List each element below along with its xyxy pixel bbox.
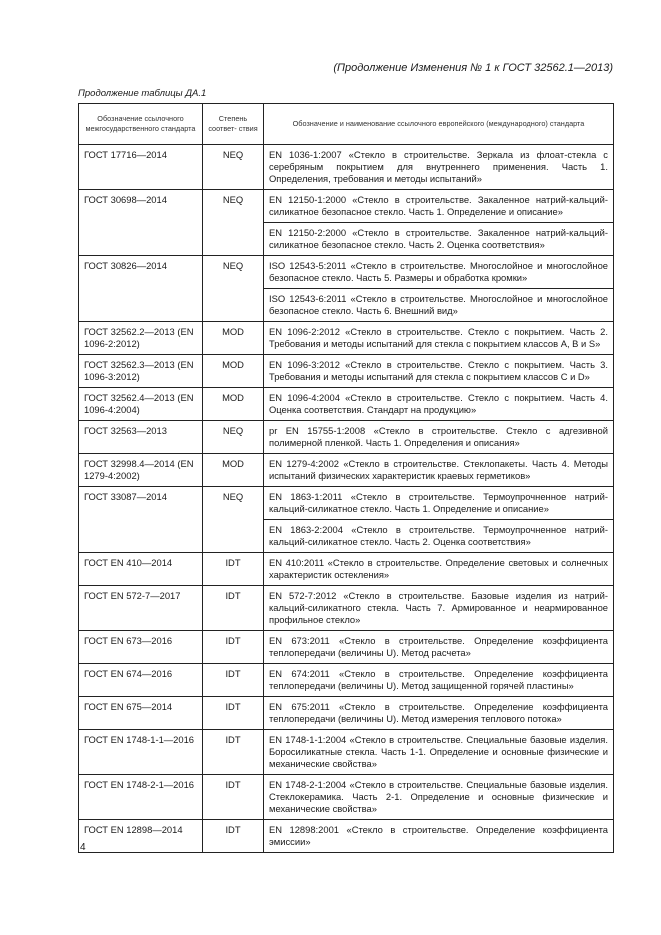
gost-designation: ГОСТ EN 675—2014 xyxy=(78,696,203,730)
gost-designation: ГОСТ EN 12898—2014 xyxy=(78,819,203,853)
reference-standard: EN 1863-1:2011 «Стекло в строительстве. … xyxy=(263,486,614,520)
gost-designation: ГОСТ 32562.2—2013 (EN 1096-2:2012) xyxy=(78,321,203,355)
reference-standard: EN 1036-1:2007 «Стекло в строительстве. … xyxy=(263,144,614,190)
reference-standard: EN 410:2011 «Стекло в строительстве. Опр… xyxy=(263,552,614,586)
table-row: ГОСТ 32563—2013 NEQ pr EN 15755-1:2008 «Ст… xyxy=(78,420,614,454)
table-row: ГОСТ EN 12898—2014 IDT EN 12898:2001 «Стек… xyxy=(78,819,614,853)
gost-designation: ГОСТ EN 674—2016 xyxy=(78,663,203,697)
conformity-degree: IDT xyxy=(202,630,264,664)
table-row: ГОСТ EN 572-7—2017 IDT EN 572-7:2012 «Стек… xyxy=(78,585,614,631)
gost-designation: ГОСТ 32562.4—2013 (EN 1096-4:2004) xyxy=(78,387,203,421)
table-header-row: Обозначение ссылочного межгосударственно… xyxy=(78,103,614,145)
table-row: ГОСТ 30826—2014 NEQ ISO 12543-5:2011 «Стек… xyxy=(78,255,614,322)
table-row: ГОСТ 32998.4—2014 (EN 1279-4:2002) MOD EN … xyxy=(78,453,614,487)
reference-standard: EN 12898:2001 «Стекло в строительстве. О… xyxy=(263,819,614,853)
reference-standard: pr EN 15755-1:2008 «Стекло в строительст… xyxy=(263,420,614,454)
conformity-degree: NEQ xyxy=(202,420,264,454)
table-row: ГОСТ 33087—2014 NEQ EN 1863-1:2011 «Стекло… xyxy=(78,486,614,553)
conformity-degree: IDT xyxy=(202,585,264,631)
conformity-degree: IDT xyxy=(202,696,264,730)
reference-standard: EN 1748-1-1:2004 «Стекло в строительстве… xyxy=(263,729,614,775)
table-row: ГОСТ 32562.4—2013 (EN 1096-4:2004) MOD EN … xyxy=(78,387,614,421)
conformity-degree: MOD xyxy=(202,453,264,487)
table-caption: Продолжение таблицы ДА.1 xyxy=(78,88,207,99)
reference-standard: EN 1096-4:2004 «Стекло в строительстве. … xyxy=(263,387,614,421)
gost-designation: ГОСТ 17716—2014 xyxy=(78,144,203,190)
reference-standard: ISO 12543-5:2011 «Стекло в строительстве… xyxy=(263,255,614,289)
table-row: ГОСТ EN 675—2014 IDT EN 675:2011 «Стекло в… xyxy=(78,696,614,730)
reference-standard: EN 1279-4:2002 «Стекло в строительстве. … xyxy=(263,453,614,487)
table-row: ISO 12543-6:2011 «Стекло в строительстве… xyxy=(79,288,614,322)
header-reference: Обозначение и наименование ссылочного ев… xyxy=(263,103,614,145)
table-row: ГОСТ EN 674—2016 IDT EN 674:2011 «Стекло в… xyxy=(78,663,614,697)
gost-designation: ГОСТ 32562.3—2013 (EN 1096-3:2012) xyxy=(78,354,203,388)
reference-standard: EN 12150-1:2000 «Стекло в строительстве.… xyxy=(263,189,614,223)
table-row: ГОСТ EN 410—2014 IDT EN 410:2011 «Стекло в… xyxy=(78,552,614,586)
table-row: ГОСТ 17716—2014 NEQ EN 1036-1:2007 «Стекло… xyxy=(78,144,614,190)
header-gost: Обозначение ссылочного межгосударственно… xyxy=(78,103,203,145)
conformity-degree: IDT xyxy=(202,552,264,586)
page-number: 4 xyxy=(80,842,86,853)
conformity-degree: IDT xyxy=(202,774,264,820)
conformity-degree: NEQ xyxy=(202,486,264,553)
gost-designation: ГОСТ EN 1748-2-1—2016 xyxy=(78,774,203,820)
conformity-degree: MOD xyxy=(202,321,264,355)
gost-designation: ГОСТ EN 572-7—2017 xyxy=(78,585,203,631)
gost-designation: ГОСТ 30826—2014 xyxy=(78,255,203,322)
conformity-degree: MOD xyxy=(202,387,264,421)
gost-designation: ГОСТ EN 673—2016 xyxy=(78,630,203,664)
reference-standard: EN 675:2011 «Стекло в строительстве. Опр… xyxy=(263,696,614,730)
gost-designation: ГОСТ EN 1748-1-1—2016 xyxy=(78,729,203,775)
table-row: ГОСТ 32562.3—2013 (EN 1096-3:2012) MOD EN … xyxy=(78,354,614,388)
conformity-degree: NEQ xyxy=(202,144,264,190)
conformity-degree: NEQ xyxy=(202,189,264,256)
conformity-degree: IDT xyxy=(202,663,264,697)
conformity-degree: IDT xyxy=(202,819,264,853)
reference-standard: ISO 12543-6:2011 «Стекло в строительстве… xyxy=(263,288,614,322)
reference-standard: EN 673:2011 «Стекло в строительстве. Опр… xyxy=(263,630,614,664)
gost-designation: ГОСТ 32998.4—2014 (EN 1279-4:2002) xyxy=(78,453,203,487)
reference-standard: EN 1096-2:2012 «Стекло в строительстве. … xyxy=(263,321,614,355)
reference-standards-table: Обозначение ссылочного межгосударственно… xyxy=(78,103,614,853)
reference-standard: EN 12150-2:2000 «Стекло в строительстве.… xyxy=(263,222,614,256)
table-row: ГОСТ EN 1748-1-1—2016 IDT EN 1748-1-1:2004… xyxy=(78,729,614,775)
running-header: (Продолжение Изменения № 1 к ГОСТ 32562.… xyxy=(333,62,613,74)
table-row: EN 1863-2:2004 «Стекло в строительстве. … xyxy=(79,519,614,553)
reference-standard: EN 1748-2-1:2004 «Стекло в строительстве… xyxy=(263,774,614,820)
gost-designation: ГОСТ 30698—2014 xyxy=(78,189,203,256)
reference-standard: EN 1863-2:2004 «Стекло в строительстве. … xyxy=(263,519,614,553)
reference-standard: EN 1096-3:2012 «Стекло в строительстве. … xyxy=(263,354,614,388)
header-degree: Степень соответ- ствия xyxy=(202,103,264,145)
gost-designation: ГОСТ EN 410—2014 xyxy=(78,552,203,586)
table-row: EN 12150-2:2000 «Стекло в строительстве.… xyxy=(79,222,614,256)
conformity-degree: MOD xyxy=(202,354,264,388)
table-row: ГОСТ EN 673—2016 IDT EN 673:2011 «Стекло в… xyxy=(78,630,614,664)
reference-standard: EN 572-7:2012 «Стекло в строительстве. Б… xyxy=(263,585,614,631)
reference-standard: EN 674:2011 «Стекло в строительстве. Опр… xyxy=(263,663,614,697)
gost-designation: ГОСТ 33087—2014 xyxy=(78,486,203,553)
gost-designation: ГОСТ 32563—2013 xyxy=(78,420,203,454)
conformity-degree: IDT xyxy=(202,729,264,775)
table-row: ГОСТ 32562.2—2013 (EN 1096-2:2012) MOD EN … xyxy=(78,321,614,355)
table-row: ГОСТ EN 1748-2-1—2016 IDT EN 1748-2-1:2004… xyxy=(78,774,614,820)
conformity-degree: NEQ xyxy=(202,255,264,322)
table-row: ГОСТ 30698—2014 NEQ EN 12150-1:2000 «Стекл… xyxy=(78,189,614,256)
